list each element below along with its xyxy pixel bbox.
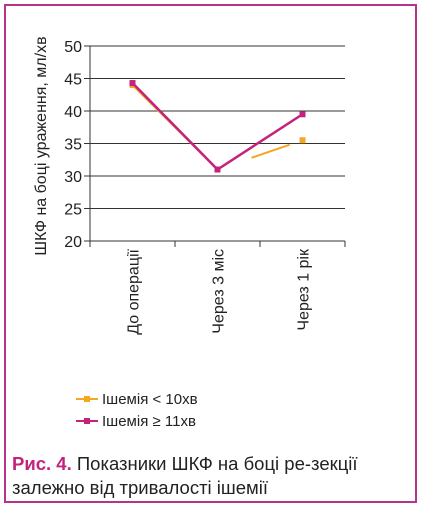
y-tick-labels: 20 25 30 35 40 45 50 xyxy=(64,39,82,251)
y-tick-label: 20 xyxy=(64,234,82,251)
data-point xyxy=(129,80,136,87)
x-tick-labels: До операції Через 3 міс Через 1 рік xyxy=(126,248,313,335)
x-tick-label: До операції xyxy=(126,248,143,334)
series-1 xyxy=(129,82,306,173)
y-tick-label: 50 xyxy=(64,39,82,56)
axes xyxy=(89,46,346,247)
y-tick-label: 30 xyxy=(64,169,82,186)
line-chart: 20 25 30 35 40 45 50 До операції Через 3 міс Чер… xyxy=(33,36,346,335)
caption-text: Показники ШКФ на боці ре-зекції залежно … xyxy=(12,453,358,498)
legend-label-2: Ішемія ≥ 11хв xyxy=(102,412,196,430)
data-point xyxy=(299,137,306,144)
data-point xyxy=(214,166,221,173)
y-tick-label: 45 xyxy=(64,72,82,89)
grid-lines xyxy=(84,45,345,242)
data-point xyxy=(299,111,306,118)
figure-number: Рис. 4. xyxy=(12,453,72,474)
x-tick-label: Через 3 міс xyxy=(211,249,228,334)
series-line-segment xyxy=(251,143,291,159)
legend-swatch-2 xyxy=(76,415,98,427)
series-line xyxy=(131,82,304,172)
legend-swatch-1 xyxy=(76,393,98,405)
y-axis-label: ШКФ на боці ураження, мл/хв xyxy=(33,36,50,255)
y-tick-label: 35 xyxy=(64,137,82,154)
series-2 xyxy=(129,80,306,173)
legend-item-series-1: Ішемія < 10хв xyxy=(76,390,198,408)
x-tick-label: Через 1 рік xyxy=(296,248,313,331)
y-tick-label: 40 xyxy=(64,104,82,121)
legend-label-1: Ішемія < 10хв xyxy=(102,390,198,408)
figure-caption: Рис. 4. Показники ШКФ на боці ре-зекції … xyxy=(12,452,407,500)
legend-item-series-2: Ішемія ≥ 11хв xyxy=(76,412,196,430)
series-lines xyxy=(129,80,306,173)
figure-frame xyxy=(4,4,417,503)
y-tick-label: 25 xyxy=(64,202,82,219)
